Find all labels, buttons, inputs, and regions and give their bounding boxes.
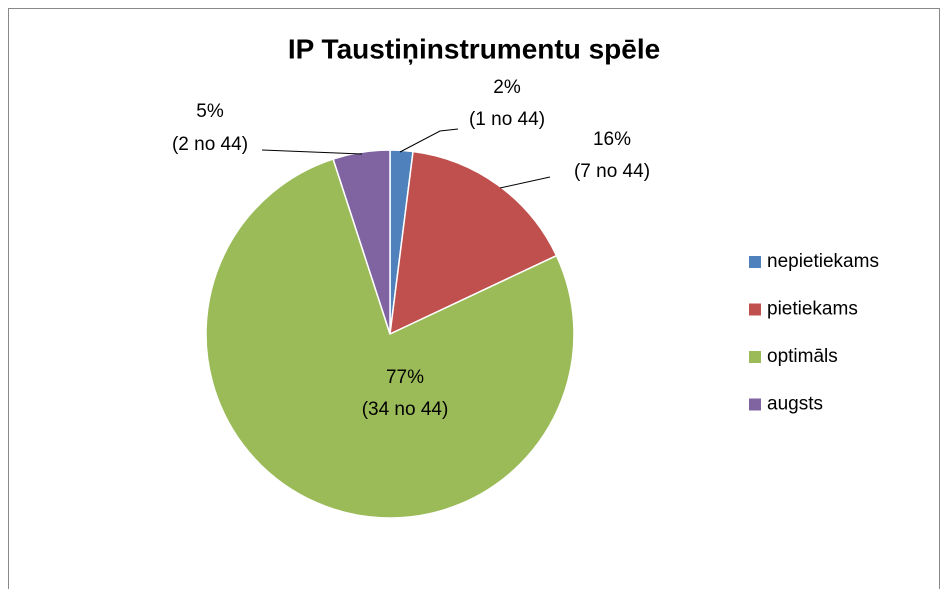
legend-label: augsts [767,394,823,415]
data-label-count: (34 no 44) [362,399,449,420]
data-label-count: (2 no 44) [172,134,248,155]
pie-slice [389,150,558,336]
leader-line [499,176,551,189]
legend-swatch [749,256,761,268]
legend-swatch [749,351,761,363]
data-label: 77% [386,367,424,388]
legend-label: optimāls [767,346,838,367]
legend-label: nepietiekams [767,251,879,272]
chart-title: IP Taustiņinstrumentu spēle [288,33,660,64]
data-label: 5% [196,101,224,122]
data-label-count: (1 no 44) [469,109,545,130]
data-label-count: (7 no 44) [574,161,650,182]
pie-slice [332,149,391,335]
leader-line [261,149,363,155]
data-label: 16% [593,129,631,150]
pie-slice [205,158,575,519]
leader-line [399,128,459,153]
legend-label: pietiekams [767,299,858,320]
data-label: 2% [493,77,521,98]
legend-swatch [749,303,761,316]
legend-swatch [749,398,761,411]
